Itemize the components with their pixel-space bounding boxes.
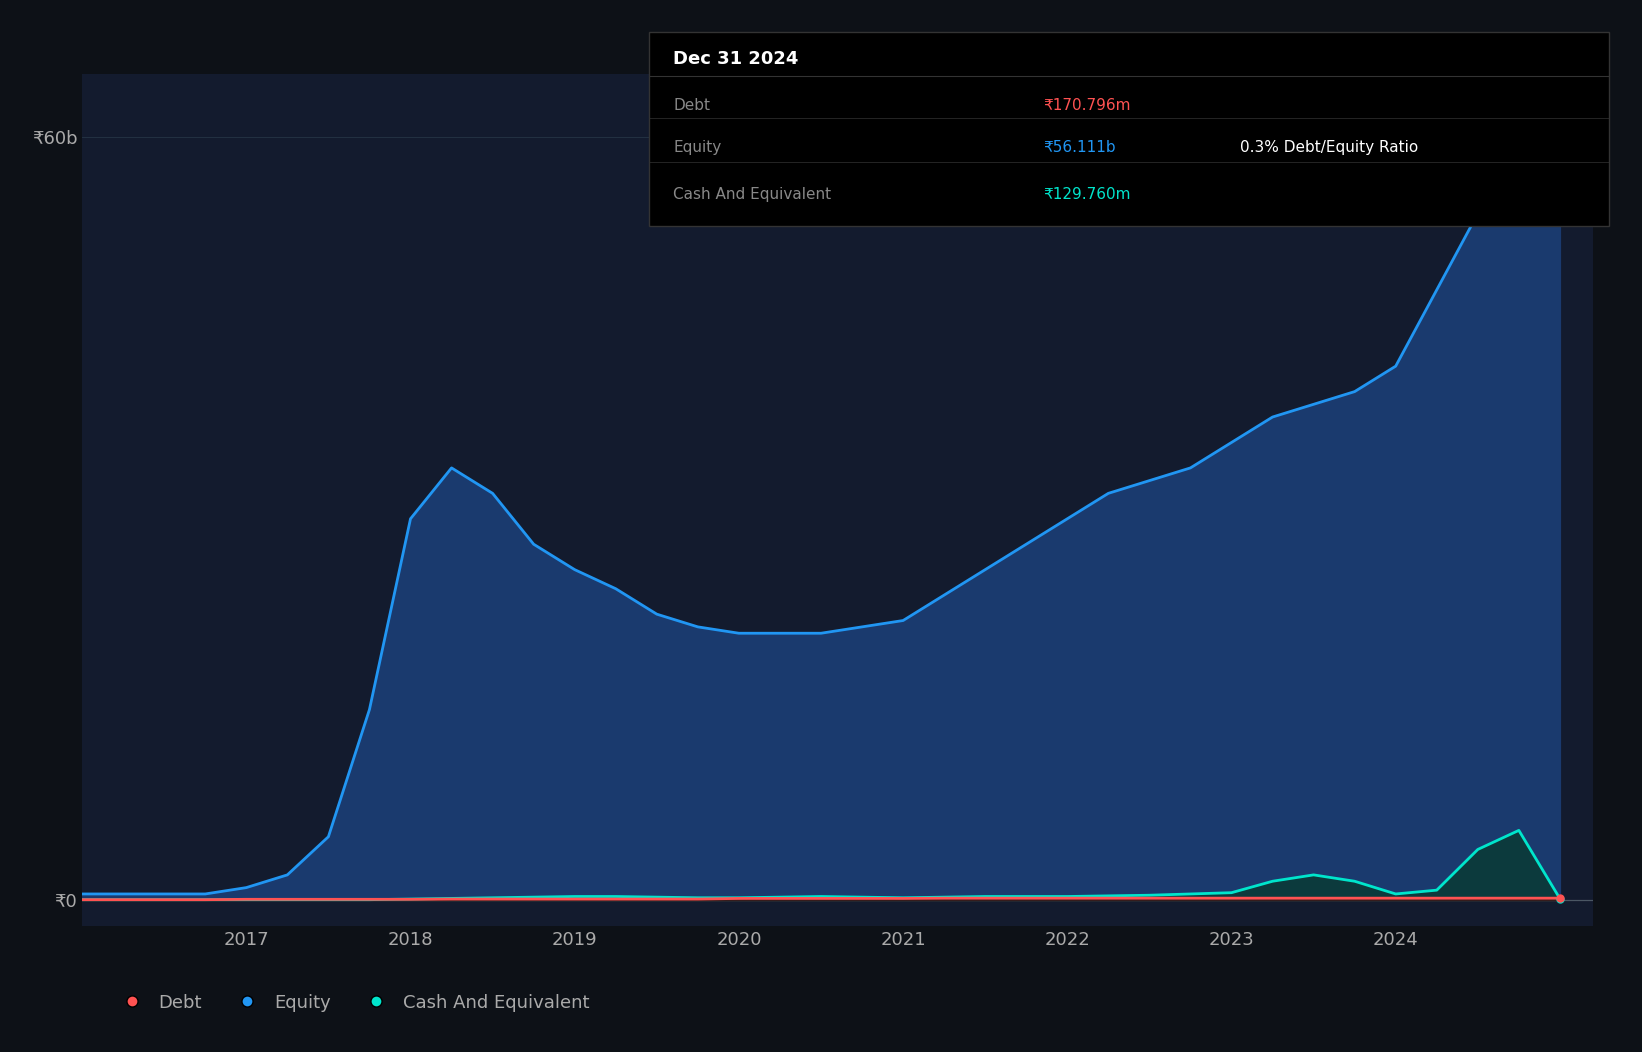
Text: ₹170.796m: ₹170.796m <box>1043 98 1130 113</box>
Text: 0.3% Debt/Equity Ratio: 0.3% Debt/Equity Ratio <box>1240 140 1419 155</box>
Text: Dec 31 2024: Dec 31 2024 <box>673 50 798 68</box>
Text: Debt: Debt <box>673 98 711 113</box>
Text: Cash And Equivalent: Cash And Equivalent <box>673 187 831 202</box>
Legend: Debt, Equity, Cash And Equivalent: Debt, Equity, Cash And Equivalent <box>107 987 598 1019</box>
Text: Equity: Equity <box>673 140 721 155</box>
Text: ₹56.111b: ₹56.111b <box>1043 140 1115 155</box>
Text: ₹129.760m: ₹129.760m <box>1043 187 1130 202</box>
